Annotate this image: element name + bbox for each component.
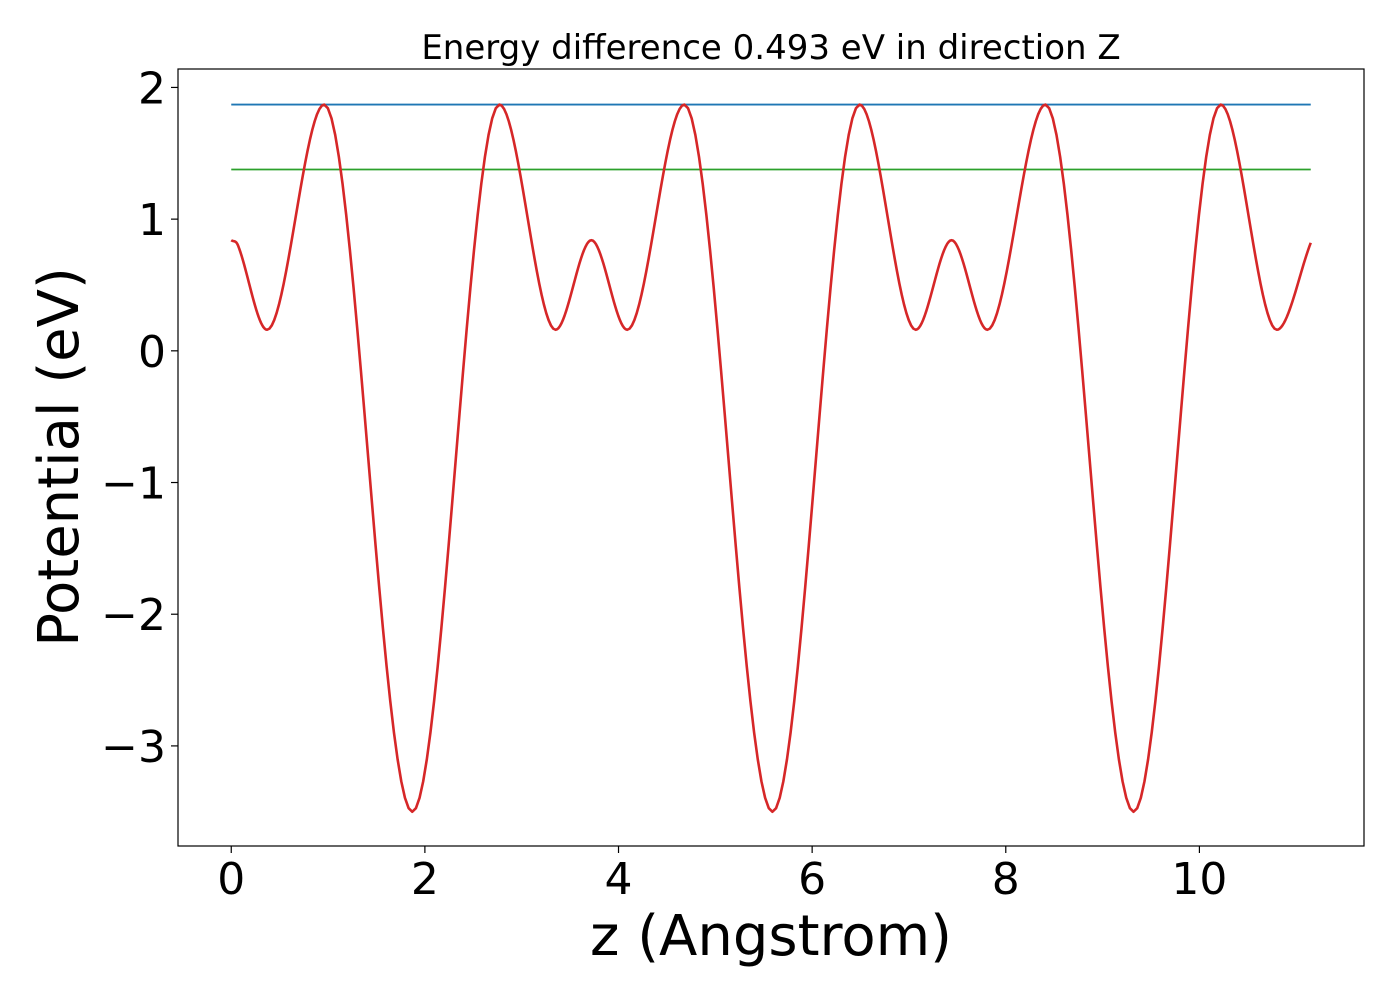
x-tick-label: 8 (992, 854, 1020, 905)
chart-title: Energy difference 0.493 eV in direction … (421, 28, 1120, 68)
y-tick-label: 1 (138, 195, 166, 246)
series-layer (230, 103, 1312, 814)
x-tick-label: 10 (1171, 854, 1227, 905)
y-tick-label: −2 (101, 590, 166, 641)
y-tick-label: −1 (101, 459, 166, 510)
x-tick-label: 0 (217, 854, 245, 905)
series-line-3 (230, 103, 1312, 814)
x-tick-label: 6 (798, 854, 826, 905)
y-tick-label: −3 (101, 722, 166, 773)
x-tick-label: 4 (605, 854, 633, 905)
x-axis-label: z (Angstrom) (590, 904, 952, 969)
x-tick-label: 2 (411, 854, 439, 905)
y-axis-ticks: −3 −2 −1 0 1 2 (101, 63, 178, 773)
x-axis-ticks: 0 2 4 6 8 10 (217, 846, 1227, 905)
plot-frame (177, 68, 1365, 847)
y-tick-label: 0 (138, 327, 166, 378)
y-tick-label: 2 (138, 63, 166, 114)
y-axis-label: Potential (eV) (27, 267, 92, 647)
